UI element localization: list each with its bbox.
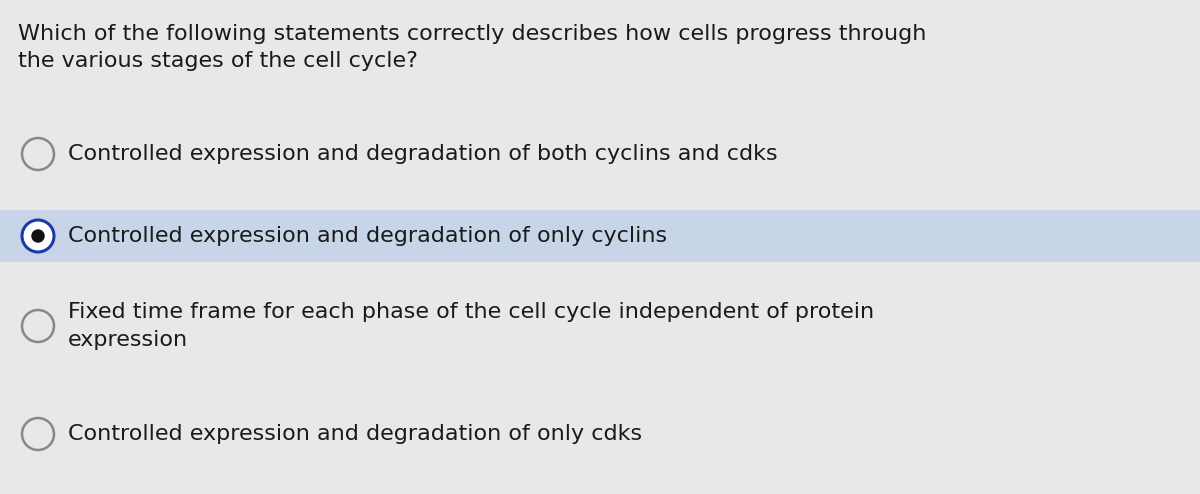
Text: Controlled expression and degradation of only cdks: Controlled expression and degradation of… (68, 424, 642, 444)
Text: Controlled expression and degradation of both cyclins and cdks: Controlled expression and degradation of… (68, 144, 778, 164)
Text: Controlled expression and degradation of only cyclins: Controlled expression and degradation of… (68, 226, 667, 246)
Text: Which of the following statements correctly describes how cells progress through: Which of the following statements correc… (18, 24, 926, 71)
Circle shape (31, 229, 44, 243)
Text: Fixed time frame for each phase of the cell cycle independent of protein
express: Fixed time frame for each phase of the c… (68, 302, 874, 350)
Circle shape (22, 220, 54, 252)
FancyBboxPatch shape (0, 210, 1200, 262)
